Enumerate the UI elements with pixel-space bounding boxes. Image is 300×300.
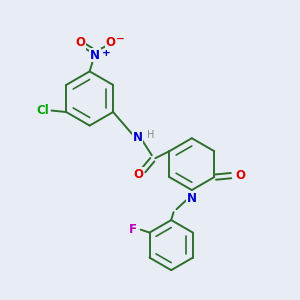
Text: O: O xyxy=(134,168,144,181)
Text: Cl: Cl xyxy=(37,104,50,117)
Text: N: N xyxy=(133,131,142,144)
Text: N: N xyxy=(187,191,197,205)
Text: O: O xyxy=(105,36,115,49)
Text: +: + xyxy=(101,48,110,58)
Text: O: O xyxy=(76,36,86,49)
Text: F: F xyxy=(129,223,137,236)
Text: H: H xyxy=(147,130,154,140)
Text: N: N xyxy=(90,49,100,62)
Text: O: O xyxy=(236,169,245,182)
Text: −: − xyxy=(116,34,124,44)
